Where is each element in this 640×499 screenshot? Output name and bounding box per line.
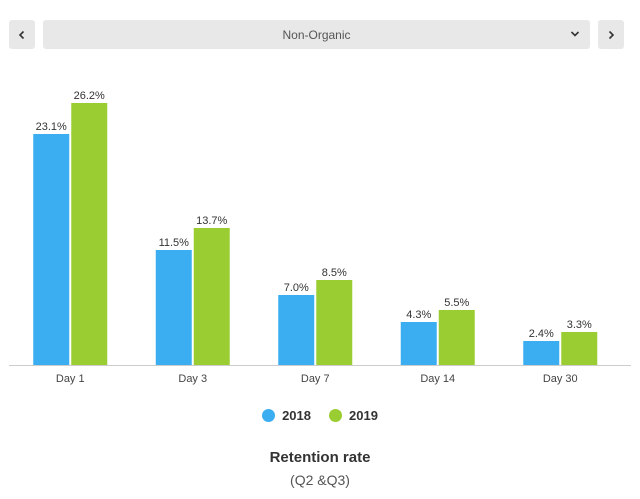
bar-2019-day-3 <box>193 228 230 365</box>
segment-dropdown-value: Non-Organic <box>282 27 351 42</box>
legend-label-2019: 2019 <box>349 408 378 423</box>
legend-swatch-2018 <box>262 409 276 422</box>
segment-dropdown[interactable]: Non-Organic <box>43 20 590 49</box>
chevron-right-icon <box>608 30 615 39</box>
x-tick-label: Day 14 <box>420 373 455 385</box>
retention-bar-chart: 23.1% 26.2% Day 1 11.5% 13.7% Day 3 7.0% 8.5% Da… <box>9 90 631 385</box>
data-label-2018-day-1: 23.1% <box>36 121 67 133</box>
data-label-2019-day-3: 13.7% <box>196 215 227 227</box>
bar-2018-day-3 <box>155 250 192 365</box>
data-label-2019-day-30: 3.3% <box>567 319 592 331</box>
chart-legend: 2018 2019 <box>0 408 640 423</box>
bar-2019-day-1 <box>71 103 108 365</box>
data-label-2019-day-14: 5.5% <box>444 297 469 309</box>
x-tick-label: Day 30 <box>543 373 578 385</box>
data-label-2018-day-30: 2.4% <box>529 328 554 340</box>
data-label-2018-day-3: 11.5% <box>159 237 190 249</box>
data-label-2018-day-14: 4.3% <box>406 309 431 321</box>
chevron-down-icon <box>570 31 580 37</box>
bar-2018-day-7 <box>278 295 315 365</box>
next-button[interactable] <box>598 20 624 49</box>
chart-title: Retention rate <box>269 449 371 466</box>
legend-item-2019[interactable]: 2019 <box>329 408 378 423</box>
bar-2018-day-30 <box>523 341 560 365</box>
bar-2019-day-7 <box>316 280 353 365</box>
x-tick-label: Day 7 <box>301 373 330 385</box>
chevron-left-icon <box>18 30 25 39</box>
data-label-2018-day-7: 7.0% <box>284 282 309 294</box>
x-tick-label: Day 3 <box>178 373 207 385</box>
legend-swatch-2019 <box>329 409 342 422</box>
chart-subtitle: (Q2 &Q3) <box>290 472 350 488</box>
bar-2019-day-30 <box>561 332 598 365</box>
legend-item-2018[interactable]: 2018 <box>262 408 311 423</box>
bar-2019-day-14 <box>438 310 475 365</box>
bar-2018-day-14 <box>400 322 437 365</box>
x-tick-label: Day 1 <box>56 373 85 385</box>
data-label-2019-day-7: 8.5% <box>322 267 347 279</box>
legend-label-2018: 2018 <box>282 408 311 423</box>
data-label-2019-day-1: 26.2% <box>74 90 105 102</box>
bar-2018-day-1 <box>33 134 70 365</box>
prev-button[interactable] <box>9 20 35 49</box>
